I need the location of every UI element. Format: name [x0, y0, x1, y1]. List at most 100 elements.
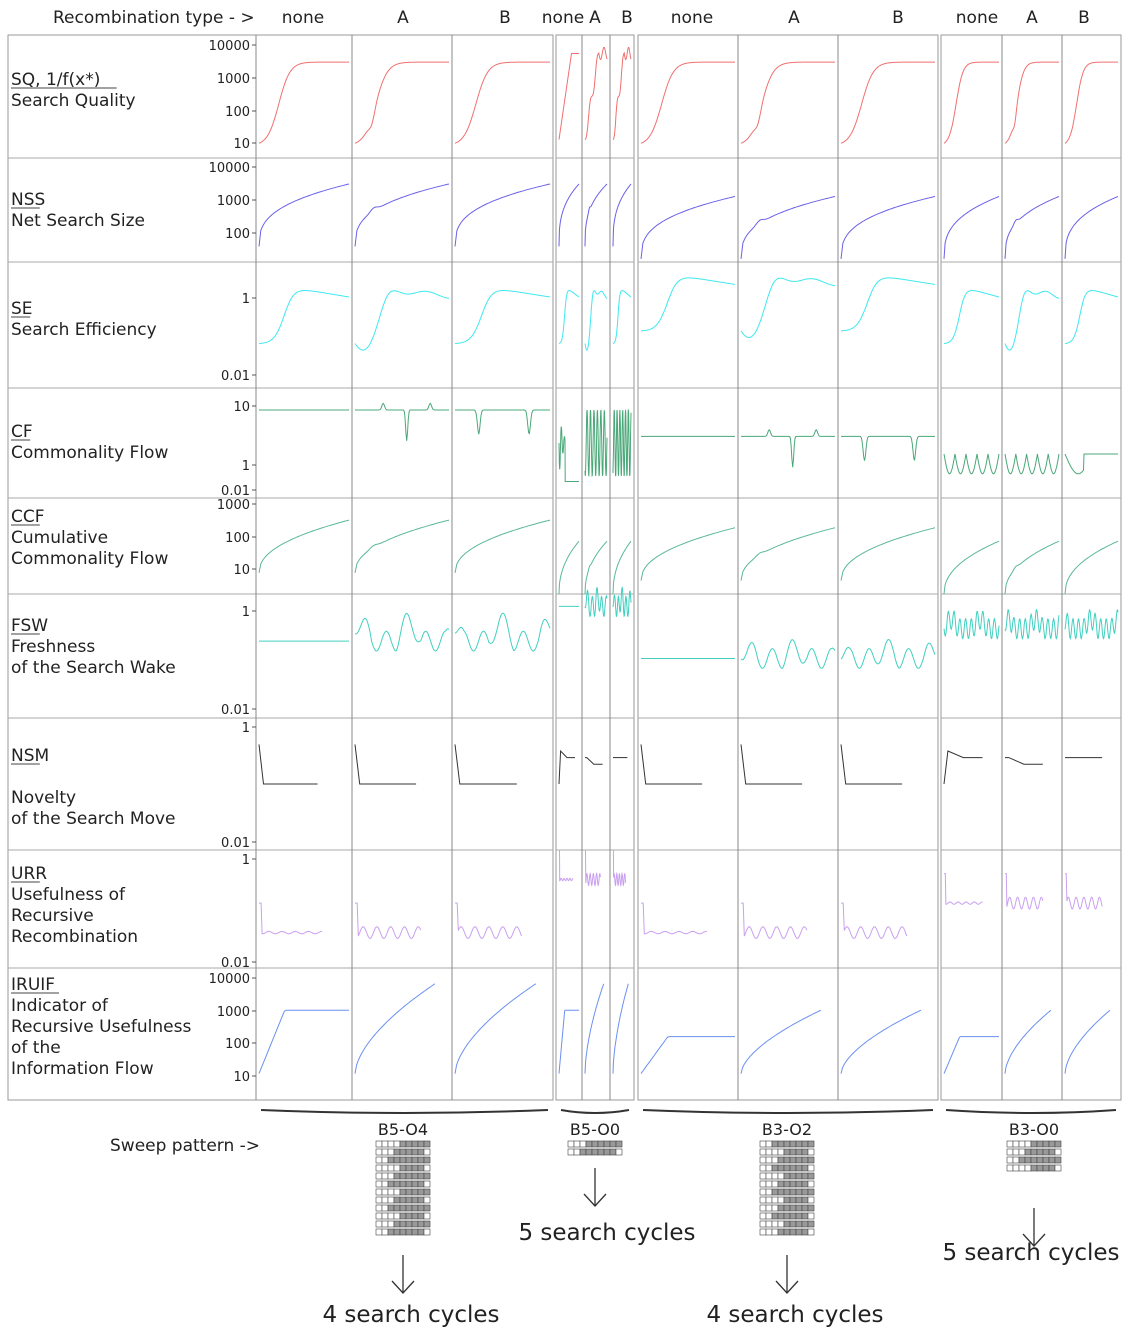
y-tick-label: 10: [233, 563, 250, 578]
series-line-cf: [558, 426, 579, 482]
y-tick-label: 0.01: [221, 703, 250, 718]
pattern-cell: [399, 1228, 407, 1236]
y-tick-label: 10000: [209, 39, 250, 54]
pattern-cell: [609, 1148, 617, 1156]
pattern-cell: [807, 1156, 815, 1164]
pattern-cell: [573, 1140, 581, 1148]
series-line-sq: [1004, 61, 1059, 144]
metric-name-line: Indicator of: [11, 996, 109, 1016]
pattern-cell: [1018, 1140, 1026, 1148]
pattern-cell: [381, 1212, 389, 1220]
series-line-cf: [1064, 453, 1118, 475]
series-line-cf: [584, 409, 608, 478]
pattern-cell: [765, 1212, 773, 1220]
series-line-sq: [612, 46, 632, 140]
pattern-cell: [1018, 1164, 1026, 1172]
pattern-cell: [777, 1228, 785, 1236]
pattern-cell: [783, 1180, 791, 1188]
pattern-cell: [759, 1196, 767, 1204]
pattern-cell: [387, 1228, 395, 1236]
column-header: none: [671, 8, 713, 28]
series-line-sq: [840, 61, 935, 144]
pattern-cell: [777, 1188, 785, 1196]
series-line-sq: [558, 53, 579, 140]
group-brace: [945, 1109, 1117, 1114]
series-line-nss: [640, 196, 736, 259]
search-cycles-label: 5 search cycles: [942, 1240, 1119, 1266]
pattern-cell: [393, 1140, 401, 1148]
pattern-cell: [801, 1188, 809, 1196]
metric-name-line: Recursive Usefulness: [11, 1017, 191, 1037]
series-line-cf: [1004, 453, 1060, 475]
column-header: A: [788, 8, 800, 28]
pattern-cell: [405, 1172, 413, 1180]
pattern-cell: [795, 1164, 803, 1172]
pattern-cell: [567, 1140, 575, 1148]
frame-b5o0-block: [555, 34, 635, 1101]
series-line-urr: [841, 902, 908, 940]
y-tick-label: 10: [233, 1070, 250, 1085]
pattern-cell: [807, 1148, 815, 1156]
pattern-cell: [1048, 1140, 1056, 1148]
pattern-cell: [381, 1188, 389, 1196]
pattern-cell: [411, 1228, 419, 1236]
series-line-iruif: [558, 1009, 579, 1074]
series-line-urr: [259, 902, 323, 935]
series-line-nss: [1004, 196, 1060, 259]
series-line-urr: [612, 849, 627, 888]
pattern-cell: [381, 1180, 389, 1188]
pattern-cell: [771, 1172, 779, 1180]
pattern-cell: [579, 1140, 587, 1148]
pattern-cell: [771, 1180, 779, 1188]
pattern-cell: [405, 1164, 413, 1172]
series-line-se: [454, 290, 551, 344]
pattern-cell: [417, 1156, 425, 1164]
pattern-cell: [393, 1196, 401, 1204]
pattern-cell: [795, 1220, 803, 1228]
pattern-cell: [789, 1148, 797, 1156]
pattern-cell: [399, 1220, 407, 1228]
pattern-cell: [423, 1156, 431, 1164]
pattern-cell: [387, 1172, 395, 1180]
series-line-iruif: [1004, 1009, 1052, 1074]
series-line-sq: [640, 61, 735, 144]
pattern-cell: [765, 1228, 773, 1236]
pattern-cell: [423, 1172, 431, 1180]
pattern-cell: [759, 1180, 767, 1188]
pattern-cell: [1048, 1156, 1056, 1164]
series-line-iruif: [740, 1009, 822, 1074]
sweep-pattern-name: B3-O2: [762, 1120, 812, 1139]
series-line-nsm: [740, 744, 803, 785]
pattern-cell: [1054, 1164, 1062, 1172]
pattern-cell: [399, 1148, 407, 1156]
column-header: A: [1026, 8, 1038, 28]
series-line-fsw: [1064, 608, 1119, 641]
arrow-head: [775, 1280, 799, 1294]
pattern-cell: [765, 1172, 773, 1180]
pattern-cell: [387, 1212, 395, 1220]
pattern-cell: [789, 1188, 797, 1196]
series-line-cf: [943, 453, 1000, 475]
series-line-sq: [584, 46, 608, 140]
series-line-se: [354, 290, 450, 351]
pattern-cell: [399, 1196, 407, 1204]
column-header: B: [499, 8, 511, 28]
pattern-cell: [597, 1148, 605, 1156]
metric-abbr: CCF: [11, 507, 45, 527]
pattern-cell: [393, 1220, 401, 1228]
pattern-cell: [1042, 1148, 1050, 1156]
series-line-nsm: [840, 744, 903, 785]
pattern-cell: [399, 1172, 407, 1180]
series-line-urr: [1005, 873, 1044, 910]
column-header: A: [397, 8, 409, 28]
series-line-nsm: [258, 744, 318, 785]
pattern-cell: [423, 1148, 431, 1156]
pattern-cell: [417, 1204, 425, 1212]
metric-abbr: FSW: [11, 616, 48, 636]
series-line-nss: [558, 183, 580, 247]
pattern-cell: [1018, 1148, 1026, 1156]
y-tick-label: 0.01: [221, 369, 250, 384]
pattern-cell: [405, 1156, 413, 1164]
pattern-cell: [573, 1148, 581, 1156]
pattern-cell: [411, 1188, 419, 1196]
